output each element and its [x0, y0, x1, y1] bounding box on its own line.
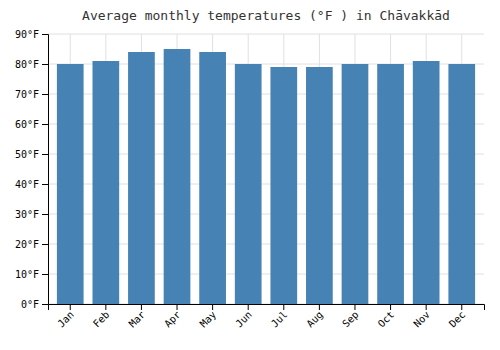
x-tick: Apr: [162, 304, 183, 330]
x-tick: Nov: [411, 304, 432, 330]
x-tick-mark: [141, 304, 142, 310]
y-tick-label: 60°F: [15, 119, 39, 130]
y-tick-mark: [42, 214, 48, 215]
y-tick: 30°F: [15, 209, 48, 220]
x-tick-label: May: [198, 309, 219, 330]
y-tick-label: 30°F: [15, 209, 39, 220]
x-axis-line: [49, 305, 485, 311]
x-tick-mark: [177, 304, 178, 310]
x-tick-label: Apr: [162, 309, 183, 330]
y-tick-mark: [42, 34, 48, 35]
y-tick-mark: [42, 244, 48, 245]
x-tick: May: [198, 304, 219, 330]
bar: [342, 64, 369, 304]
x-tick-label: Oct: [376, 309, 397, 330]
x-tick-mark: [212, 304, 213, 310]
title: Average monthly temperatures (°F ) in Ch…: [82, 8, 450, 23]
bar: [235, 64, 262, 304]
x-tick: Jun: [233, 304, 254, 330]
x-tick: Feb: [91, 304, 112, 330]
chart: 0°F 10°F 20°F 30°F 40°F 50°F 60°F 70°F 80°F 90°F J…: [0, 0, 500, 350]
y-tick-mark: [42, 154, 48, 155]
x-tick-mark: [354, 304, 355, 310]
y-tick-label: 10°F: [15, 269, 39, 280]
y-tick-mark: [42, 304, 48, 305]
bars: [57, 49, 475, 304]
x-tick-mark: [390, 304, 391, 310]
y-tick: 40°F: [15, 179, 48, 190]
x-tick-mark: [248, 304, 249, 310]
x-tick-label: Aug: [304, 309, 325, 330]
y-tick-label: 90°F: [15, 29, 39, 40]
bar: [448, 64, 475, 304]
grid-line-y: [48, 34, 484, 35]
x-tick-mark: [70, 304, 71, 310]
y-tick: 90°F: [15, 29, 48, 40]
x-axis: Jan Feb Mar Apr May Jun Jul Aug Sep Oct Nov Dec: [49, 304, 485, 330]
y-axis: 0°F 10°F 20°F 30°F 40°F 50°F 60°F 70°F 80°F 90°F: [15, 29, 49, 310]
x-tick: Jan: [55, 304, 76, 330]
plot: 0°F 10°F 20°F 30°F 40°F 50°F 60°F 70°F 80°F 90°F J…: [15, 29, 485, 330]
y-tick-label: 20°F: [15, 239, 39, 250]
y-tick-label: 0°F: [21, 299, 39, 310]
y-tick-mark: [42, 64, 48, 65]
bar: [199, 52, 226, 304]
y-tick-mark: [42, 94, 48, 95]
y-tick-label: 70°F: [15, 89, 39, 100]
y-axis-line: [42, 35, 49, 305]
y-tick-label: 40°F: [15, 179, 39, 190]
y-tick-label: 50°F: [15, 149, 39, 160]
y-tick-label: 80°F: [15, 59, 39, 70]
y-tick: 20°F: [15, 239, 48, 250]
bar: [57, 64, 84, 304]
bar: [164, 49, 191, 304]
y-tick-mark: [42, 274, 48, 275]
y-tick: 80°F: [15, 59, 48, 70]
y-tick: 60°F: [15, 119, 48, 130]
bar: [128, 52, 155, 304]
x-tick-mark: [461, 304, 462, 310]
grid: [48, 34, 484, 304]
x-tick: Mar: [127, 304, 148, 330]
y-tick: 0°F: [21, 299, 48, 310]
y-tick: 10°F: [15, 269, 48, 280]
bar: [270, 67, 297, 304]
x-tick-label: Nov: [411, 309, 432, 330]
x-tick-label: Jan: [55, 309, 76, 330]
y-tick-mark: [42, 184, 48, 185]
x-tick-mark: [319, 304, 320, 310]
x-tick-label: Jul: [269, 309, 290, 330]
y-tick-mark: [42, 124, 48, 125]
x-tick: Aug: [304, 304, 325, 330]
x-tick-mark: [283, 304, 284, 310]
x-tick-label: Mar: [127, 309, 148, 330]
bar: [377, 64, 404, 304]
x-tick: Oct: [376, 304, 397, 330]
x-tick-label: Sep: [340, 309, 361, 330]
bar: [413, 61, 440, 304]
y-tick: 50°F: [15, 149, 48, 160]
x-tick-label: Dec: [447, 309, 468, 330]
x-tick-label: Feb: [91, 309, 112, 330]
x-tick: Sep: [340, 304, 361, 330]
bar: [306, 67, 333, 304]
x-tick-label: Jun: [233, 309, 254, 330]
y-tick: 70°F: [15, 89, 48, 100]
x-tick-mark: [426, 304, 427, 310]
bar: [92, 61, 119, 304]
x-tick: Jul: [269, 304, 290, 330]
x-tick: Dec: [447, 304, 468, 330]
x-tick-mark: [105, 304, 106, 310]
